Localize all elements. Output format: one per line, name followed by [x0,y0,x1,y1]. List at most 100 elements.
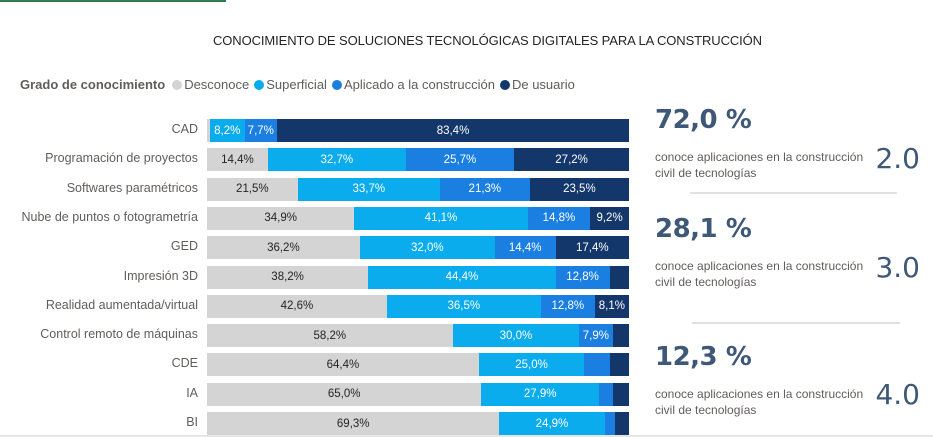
bar-segment-aplicado-a-la-construcci-n[interactable]: 7,9% [579,324,613,348]
legend-item-aplicado[interactable]: Aplicado a la construcción [331,77,495,92]
kpi-card-3: 28,1 % conoce aplicaciones en la constru… [655,214,925,289]
bar-segment-superficial[interactable]: 41,1% [354,206,528,230]
legend-label: Aplicado a la construcción [343,77,495,92]
bar-segment-aplicado-a-la-construcci-n[interactable]: 12,8% [540,294,595,318]
bar-segment-desconoce[interactable]: 14,4% [207,148,268,172]
legend-label: Desconoce [184,77,250,92]
category-label: Realidad aumentada/virtual [45,297,198,312]
kpi-description-line: civil de tecnologías [655,275,757,289]
bar-segment-aplicado-a-la-construcci-n[interactable] [584,353,610,377]
bar-segment-aplicado-a-la-construcci-n[interactable]: 21,3% [439,177,530,201]
legend-dot-icon [172,79,183,90]
category-label: Softwares paramétricos [66,180,198,195]
top-accent-line [0,0,226,2]
chart-title: CONOCIMIENTO DE SOLUCIONES TECNOLÓGICAS … [213,33,762,48]
bar-segment-aplicado-a-la-construcci-n[interactable]: 14,8% [527,206,591,230]
stacked-bar: 8,2% 7,7% 83,4% [207,119,629,142]
bar-segment-desconoce[interactable]: 58,2% [207,324,453,348]
category-label: Impresión 3D [123,268,198,283]
kpi-description: conoce aplicaciones en la construcción c… [655,258,880,290]
stacked-bar: 34,9% 41,1% 14,8% 9,2% [207,206,629,230]
bar-segment-de-usuario[interactable]: 27,2% [514,148,629,172]
bar-segment-desconoce[interactable]: 69,3% [207,412,500,435]
bar-segment-aplicado-a-la-construcci-n[interactable]: 7,7% [244,119,278,142]
bar-row: CDE 64,4% 25,0% [0,349,640,378]
kpi-number: 2.0 [875,142,920,175]
kpi-card-2: 72,0 % conoce aplicaciones en la constru… [655,105,925,180]
stacked-bar: 64,4% 25,0% [207,353,629,377]
bar-segment-superficial[interactable]: 8,2% [209,119,245,142]
bar-row: Impresión 3D 38,2% 44,4% 12,8% [0,262,640,291]
bar-segment-superficial[interactable]: 25,0% [478,353,585,377]
bar-row: Control remoto de máquinas 58,2% 30,0% 7,9% [0,320,640,349]
bar-segment-desconoce[interactable] [207,119,210,142]
bar-segment-desconoce[interactable]: 36,2% [207,236,360,260]
bar-segment-superficial[interactable]: 30,0% [452,324,580,348]
stacked-bar: 14,4% 32,7% 25,7% 27,2% [207,148,629,172]
bar-segment-desconoce[interactable]: 34,9% [207,206,355,230]
category-label: Nube de puntos o fotogrametría [21,209,198,224]
legend-label: De usuario [511,77,575,92]
kpi-value: 28,1 % [655,214,752,244]
bar-segment-de-usuario[interactable]: 23,5% [529,177,629,201]
category-label: GED [170,239,198,254]
legend-item-desconoce[interactable]: Desconoce [172,77,249,92]
bar-segment-aplicado-a-la-construcci-n[interactable] [599,382,613,406]
bar-segment-desconoce[interactable]: 42,6% [207,294,387,318]
legend-item-superficial[interactable]: Superficial [254,77,327,92]
bar-row: Nube de puntos o fotogrametría 34,9% 41,1%… [0,203,640,232]
bar-segment-aplicado-a-la-construcci-n[interactable]: 14,4% [494,236,556,260]
bar-segment-de-usuario[interactable]: 9,2% [590,206,629,230]
bar-segment-superficial[interactable]: 27,9% [481,382,600,406]
category-label: Programación de proyectos [45,151,198,166]
stacked-bar: 65,0% 27,9% [207,382,629,406]
bar-segment-de-usuario[interactable] [609,265,629,289]
stacked-bar: 36,2% 32,0% 14,4% 17,4% [207,236,629,260]
bar-segment-de-usuario[interactable]: 8,1% [594,294,629,318]
legend-title: Grado de conocimiento [20,77,166,92]
bar-segment-de-usuario[interactable]: 17,4% [555,236,629,260]
bar-segment-de-usuario[interactable] [612,324,629,348]
category-label: IA [186,385,198,400]
bar-segment-de-usuario[interactable] [612,382,629,406]
bar-row: Realidad aumentada/virtual 42,6% 36,5% 12,8… [0,291,640,320]
bar-segment-de-usuario[interactable] [615,412,629,435]
bar-row: Programación de proyectos 14,4% 32,7% 25,7%… [0,144,640,173]
legend-dot-icon [331,79,342,90]
stacked-bar-chart: CAD 8,2% 7,7% 83,4% Programación de proyecto… [0,115,640,437]
category-label: Control remoto de máquinas [40,327,198,342]
legend-item-de-usuario[interactable]: De usuario [499,77,575,92]
legend: Grado de conocimiento Desconoce Superfic… [20,77,580,92]
bar-row: CAD 8,2% 7,7% 83,4% [0,115,640,144]
stacked-bar: 69,3% 24,9% [207,412,629,435]
kpi-description: conoce aplicaciones en la construcción c… [655,149,880,181]
legend-dot-icon [499,79,510,90]
category-label: BI [186,415,198,429]
kpi-description-line: civil de tecnologías [655,403,757,417]
bar-segment-de-usuario[interactable] [609,353,629,377]
bar-segment-superficial[interactable]: 44,4% [368,265,556,289]
bar-segment-superficial[interactable]: 32,0% [359,236,495,260]
bar-segment-superficial[interactable]: 32,7% [267,148,406,172]
bar-segment-desconoce[interactable]: 65,0% [207,382,482,406]
kpi-value: 72,0 % [655,105,752,135]
bar-segment-desconoce[interactable]: 64,4% [207,353,479,377]
kpi-description: conoce aplicaciones en la construcción c… [655,386,880,418]
kpi-card-4: 12,3 % conoce aplicaciones en la constru… [655,342,925,417]
bar-segment-de-usuario[interactable]: 83,4% [277,119,629,142]
bar-segment-aplicado-a-la-construcci-n[interactable] [604,412,616,435]
bar-segment-superficial[interactable]: 24,9% [499,412,605,435]
stacked-bar: 21,5% 33,7% 21,3% 23,5% [207,177,629,201]
bar-segment-desconoce[interactable]: 21,5% [207,177,298,201]
kpi-number: 4.0 [875,378,920,411]
kpi-description-line: conoce aplicaciones en la construcción [655,150,864,164]
kpi-description-line: conoce aplicaciones en la construcción [655,259,864,273]
bar-segment-aplicado-a-la-construcci-n[interactable]: 12,8% [555,265,610,289]
bar-segment-desconoce[interactable]: 38,2% [207,265,369,289]
stacked-bar: 58,2% 30,0% 7,9% [207,324,629,348]
bar-segment-superficial[interactable]: 33,7% [297,177,440,201]
bar-segment-superficial[interactable]: 36,5% [386,294,541,318]
bar-segment-aplicado-a-la-construcci-n[interactable]: 25,7% [405,148,515,172]
kpi-description-line: civil de tecnologías [655,166,757,180]
kpi-value: 12,3 % [655,342,752,372]
